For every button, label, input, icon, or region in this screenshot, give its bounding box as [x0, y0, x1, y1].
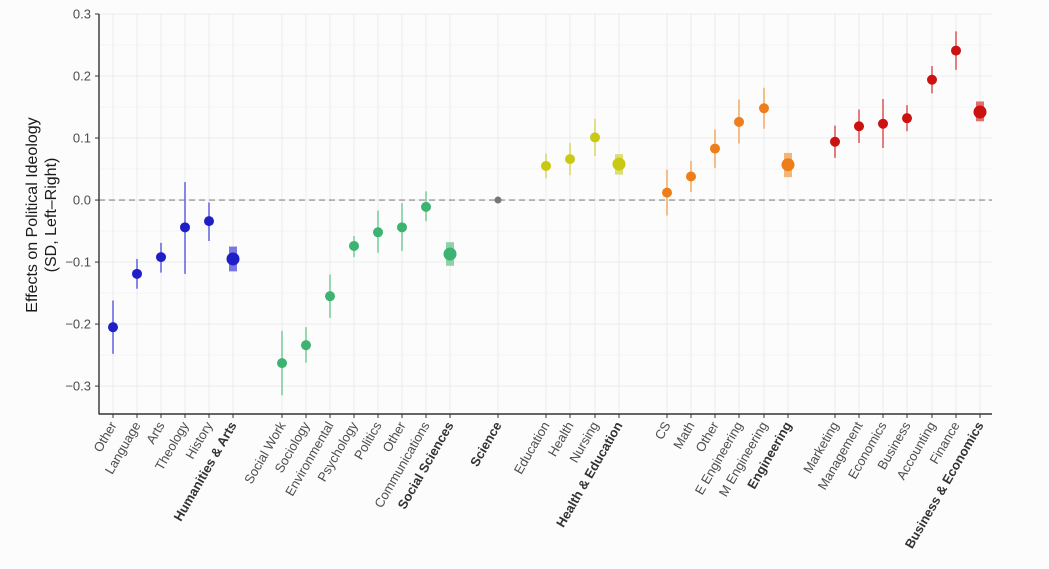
y-axis-title-line-2: (SD, Left–Right) [43, 158, 60, 273]
estimate-point [565, 154, 575, 165]
estimate-point [156, 252, 166, 263]
y-tick-label: −0.3 [65, 379, 91, 394]
estimate-point [759, 103, 769, 114]
estimate-point [132, 268, 142, 279]
estimate-point [710, 143, 720, 154]
estimate-point [854, 121, 864, 132]
y-axis-title-line-1: Effects on Political Ideology [24, 117, 41, 312]
y-tick-label: 0.3 [73, 7, 91, 22]
estimate-point [373, 227, 383, 238]
estimate-point [951, 45, 961, 56]
estimate-points [108, 45, 987, 369]
estimate-point [204, 216, 214, 227]
estimate-point [397, 222, 407, 233]
y-tick-label: −0.2 [65, 317, 91, 332]
estimate-point [349, 240, 359, 251]
estimate-point [541, 160, 551, 171]
estimate-point [325, 291, 335, 302]
y-tick-label: 0.2 [73, 69, 91, 84]
estimate-point [277, 358, 287, 369]
estimate-point [902, 113, 912, 124]
estimate-point [662, 187, 672, 198]
aggregate-estimate-point [226, 252, 240, 266]
y-tick-label: 0.0 [73, 193, 91, 208]
estimate-point [927, 74, 937, 85]
estimate-point [180, 222, 190, 233]
estimate-point [686, 171, 696, 182]
estimate-point [878, 118, 888, 129]
aggregate-estimate-point [973, 105, 987, 119]
estimate-point [830, 136, 840, 147]
estimate-point [590, 132, 600, 143]
y-tick-labels: 0.3 0.2 0.1 0.0 −0.1 −0.2 −0.3 [65, 7, 91, 394]
estimate-point-science [494, 196, 502, 204]
aggregate-estimate-point [612, 157, 626, 171]
y-tick-label: −0.1 [65, 255, 91, 270]
axes [95, 13, 992, 418]
aggregate-estimate-point [781, 158, 795, 172]
y-tick-label: 0.1 [73, 131, 91, 146]
estimate-point [421, 201, 431, 212]
estimate-point [301, 340, 311, 351]
estimate-point [108, 322, 118, 333]
aggregate-estimate-point [443, 247, 457, 261]
estimate-point [734, 116, 744, 127]
